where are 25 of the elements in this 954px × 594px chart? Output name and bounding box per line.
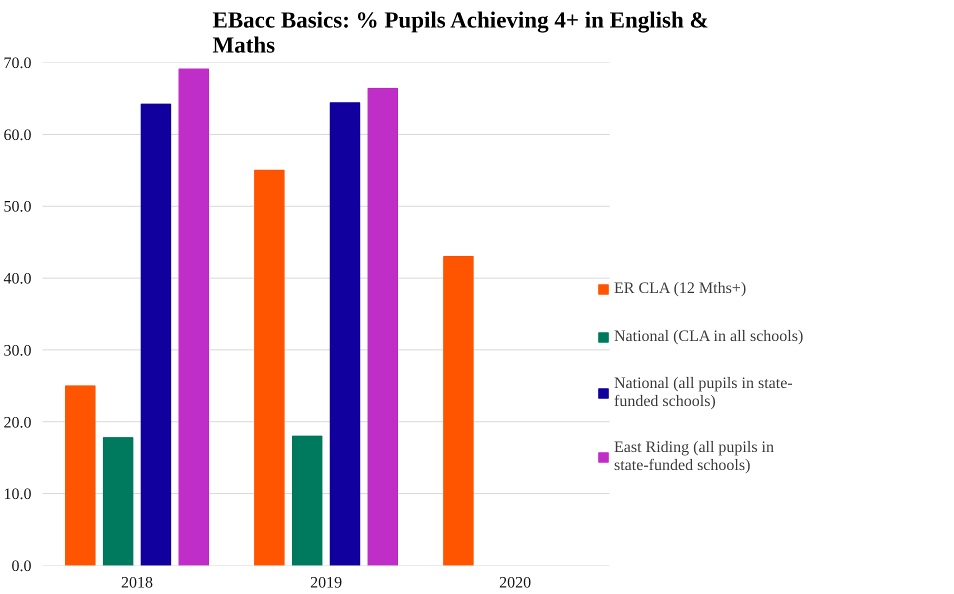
bar <box>292 436 322 566</box>
y-tick-label: 50.0 <box>4 198 32 216</box>
bar <box>368 88 398 566</box>
bar <box>330 102 360 566</box>
bar <box>178 68 209 566</box>
y-tick-label: 30.0 <box>4 342 32 360</box>
x-tick-label: 2019 <box>310 574 342 592</box>
y-tick-label: 0.0 <box>12 558 32 575</box>
legend-label: East Riding (all pupils in state-funded schools) <box>614 439 774 475</box>
bar <box>254 170 285 566</box>
y-tick-label: 40.0 <box>4 270 32 288</box>
legend-label: National (all pupils in state-funded schools) <box>614 375 793 411</box>
x-tick-label: 2020 <box>499 574 532 592</box>
x-tick-label: 2018 <box>121 574 154 592</box>
bar <box>102 437 134 566</box>
y-tick-label: 10.0 <box>4 486 32 504</box>
bar <box>65 385 96 566</box>
legend-label: National (CLA in all schools) <box>614 327 804 347</box>
bar <box>140 104 172 566</box>
legend-label: ER CLA (12 Mths+) <box>614 279 746 299</box>
y-tick-label: 20.0 <box>4 414 32 432</box>
chart-title: EBacc Basics: % Pupils Achieving 4+ in English & Maths <box>212 8 709 58</box>
y-tick-label: 70.0 <box>4 55 32 72</box>
bar <box>443 256 474 566</box>
y-tick-label: 60.0 <box>4 126 32 144</box>
